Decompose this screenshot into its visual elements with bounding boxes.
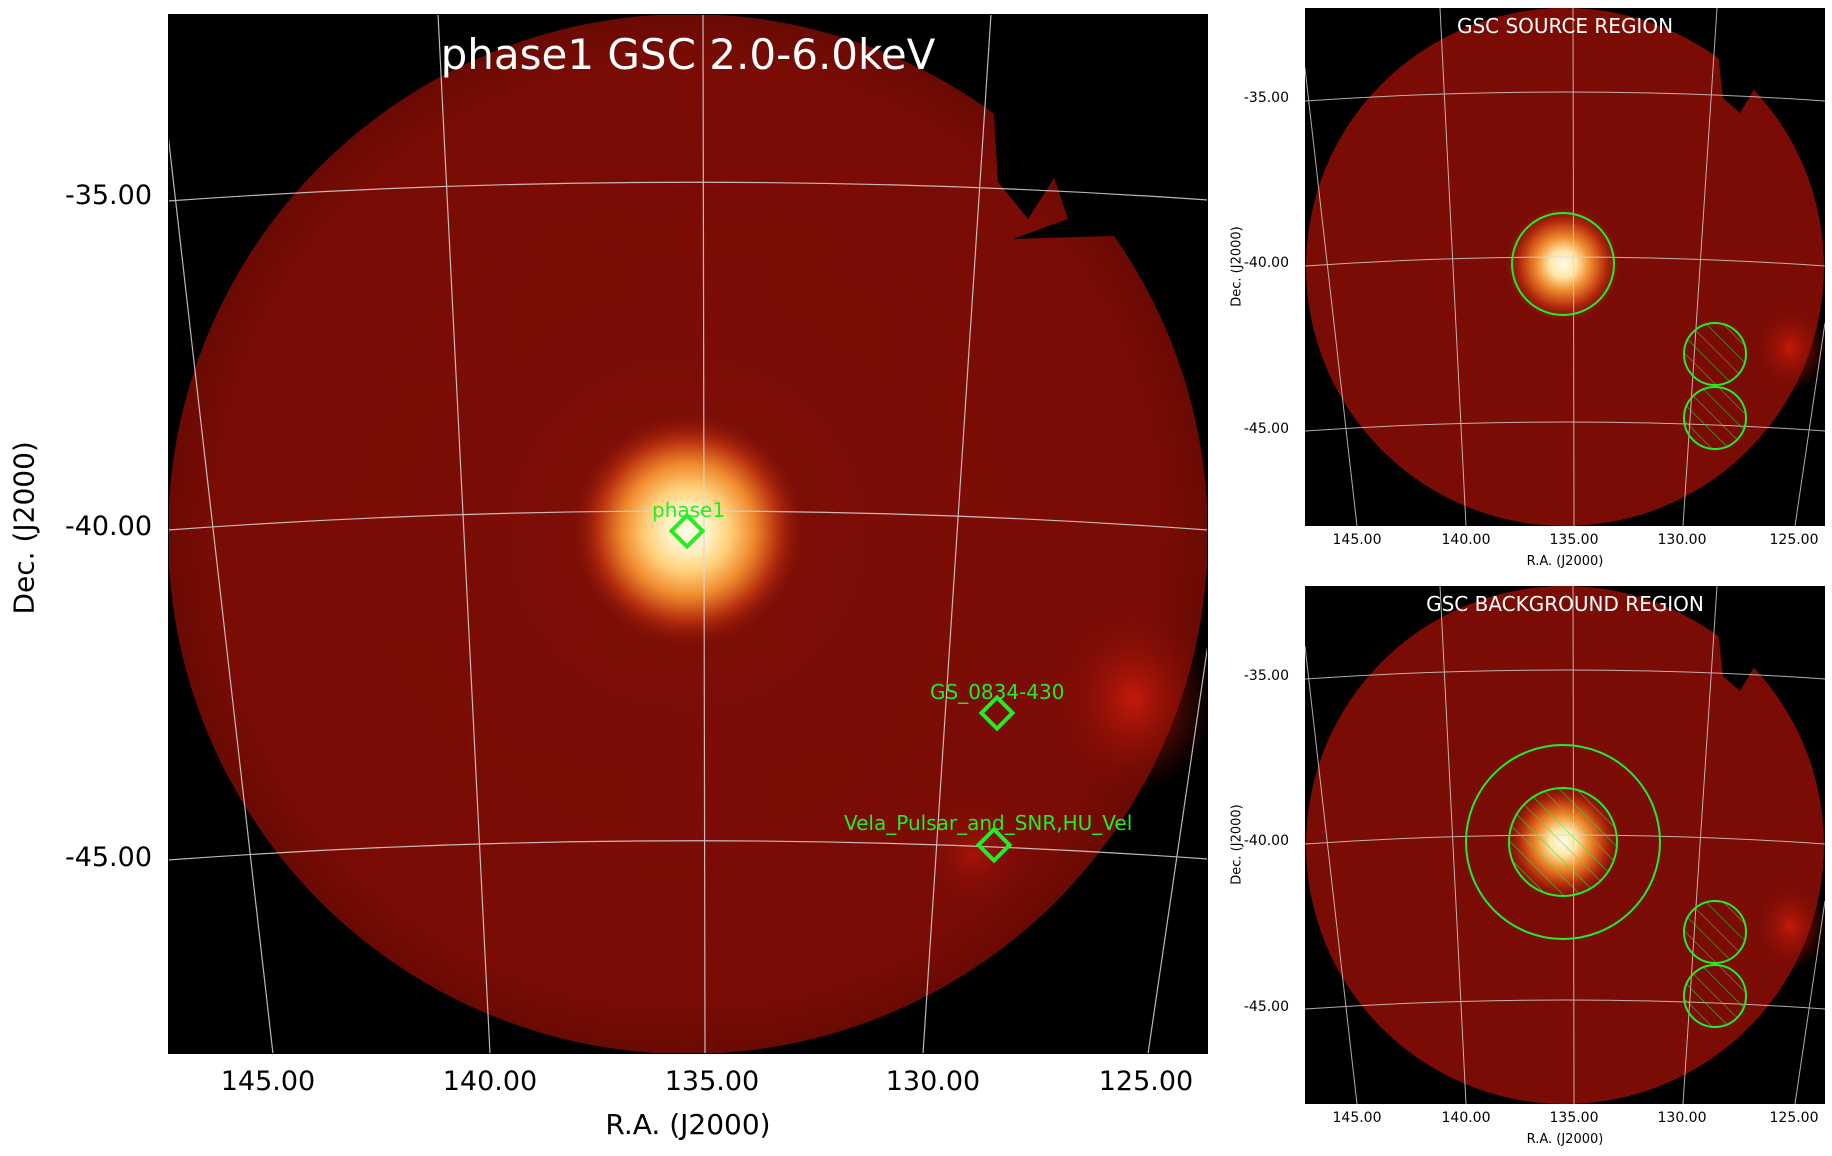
- bright-source: [568, 410, 808, 650]
- background-xtick: 145.00: [1332, 1110, 1382, 1126]
- source-marker-vela: [975, 826, 1013, 864]
- source-panel-title: GSC SOURCE REGION: [1456, 14, 1674, 38]
- source-region-panel: GSC SOURCE REGION: [1305, 8, 1825, 526]
- background-xtick: 130.00: [1657, 1110, 1707, 1126]
- background-xtick: 135.00: [1549, 1110, 1599, 1126]
- main-xtick: 125.00: [1098, 1066, 1194, 1097]
- main-ytick: -35.00: [64, 180, 152, 211]
- vela-glow: [1053, 604, 1208, 794]
- main-xtick: 140.00: [442, 1066, 538, 1097]
- main-image: [168, 14, 1208, 1054]
- background-ytick: -45.00: [1243, 999, 1289, 1015]
- background-ylabel: Dec. (J2000): [1229, 804, 1245, 885]
- main-xtick: 135.00: [664, 1066, 760, 1097]
- background-xtick: 140.00: [1441, 1110, 1491, 1126]
- source-label-phase1: phase1: [652, 498, 726, 522]
- main-xlabel: R.A. (J2000): [605, 1108, 771, 1141]
- source-label-vela: Vela_Pulsar_and_SNR,HU_Vel: [844, 811, 1133, 835]
- source-ylabel: Dec. (J2000): [1229, 226, 1245, 307]
- source-marker-gs0834: [978, 694, 1016, 732]
- source-xtick: 145.00: [1332, 532, 1382, 548]
- source-xtick: 140.00: [1441, 532, 1491, 548]
- background-ytick: -40.00: [1243, 833, 1289, 849]
- background-ytick: -35.00: [1243, 668, 1289, 684]
- main-ytick: -45.00: [64, 842, 152, 873]
- excluded-region-1: [1683, 322, 1747, 386]
- source-xtick: 130.00: [1657, 532, 1707, 548]
- background-panel-title: GSC BACKGROUND REGION: [1426, 592, 1704, 616]
- background-region-image: [1305, 586, 1825, 1104]
- source-region-circle: [1511, 212, 1615, 316]
- source-xtick: 125.00: [1769, 532, 1819, 548]
- source-marker-phase1: [668, 512, 706, 550]
- source-ytick: -35.00: [1243, 90, 1289, 106]
- main-ytick: -40.00: [64, 511, 152, 542]
- main-title: phase1 GSC 2.0-6.0keV: [440, 30, 936, 79]
- background-region-panel: GSC BACKGROUND REGION: [1305, 586, 1825, 1104]
- background-inner-circle: [1508, 787, 1618, 897]
- source-label-gs0834: GS_0834-430: [930, 680, 1065, 704]
- main-xtick: 130.00: [885, 1066, 981, 1097]
- source-xtick: 135.00: [1549, 532, 1599, 548]
- background-outer-circle: [1465, 744, 1661, 940]
- main-xtick: 145.00: [220, 1066, 316, 1097]
- coordinate-grid: [168, 14, 1208, 1054]
- main-ylabel: Dec. (J2000): [7, 441, 41, 615]
- main-frame: [168, 14, 1208, 1054]
- background-xtick: 125.00: [1769, 1110, 1819, 1126]
- excluded-region-1: [1683, 900, 1747, 964]
- excluded-region-2: [1683, 386, 1747, 450]
- excluded-region-2: [1683, 964, 1747, 1028]
- source-xlabel: R.A. (J2000): [1526, 554, 1604, 569]
- source-ytick: -40.00: [1243, 255, 1289, 271]
- source-ytick: -45.00: [1243, 421, 1289, 437]
- background-xlabel: R.A. (J2000): [1526, 1132, 1604, 1147]
- main-image-panel: phase1 GS_0834-430 Vela_Pulsar_and_SNR,H…: [168, 14, 1208, 1054]
- source-region-image: [1305, 8, 1825, 526]
